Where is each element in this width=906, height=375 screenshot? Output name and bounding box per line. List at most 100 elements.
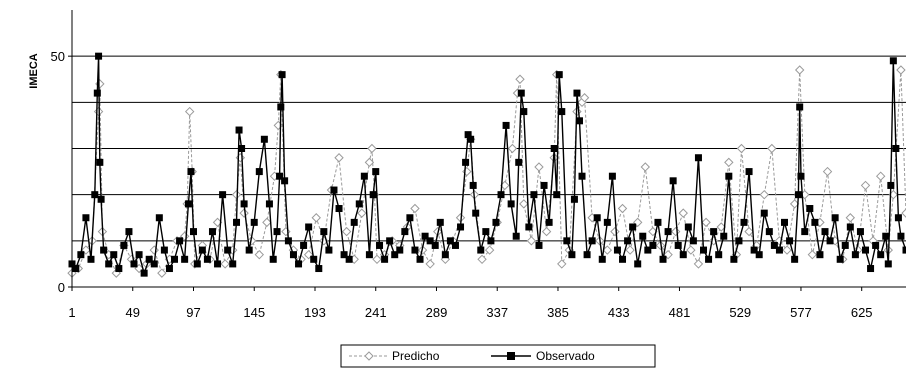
point-predicho	[767, 143, 777, 154]
point-observado	[520, 108, 528, 116]
point-predicho	[484, 245, 495, 255]
point-observado	[330, 186, 338, 194]
point-observado	[578, 172, 586, 180]
point-observado	[93, 89, 101, 97]
point-observado	[310, 255, 318, 263]
point-predicho	[724, 157, 734, 168]
point-observado	[841, 241, 849, 249]
y-axis-label: IMECA	[28, 53, 40, 89]
point-observado	[710, 228, 718, 236]
point-observado	[745, 168, 753, 176]
point-observado	[469, 181, 477, 189]
point-observado	[512, 232, 520, 240]
point-observado	[487, 237, 495, 245]
point-observado	[345, 255, 353, 263]
point-predicho	[367, 143, 377, 154]
point-predicho	[81, 245, 91, 255]
y-tick-labels: 0 50	[51, 49, 65, 295]
point-observado	[720, 232, 728, 240]
point-observado	[791, 255, 799, 263]
x-tick-label: 385	[547, 305, 569, 320]
legend-observado-marker	[507, 352, 515, 360]
point-observado	[806, 205, 814, 213]
point-observado	[507, 200, 515, 208]
point-observado	[558, 108, 566, 116]
point-predicho	[625, 245, 635, 255]
legend-predicho-marker	[364, 351, 374, 361]
point-observado	[679, 251, 687, 259]
point-observado	[603, 218, 611, 226]
point-predicho	[534, 162, 544, 172]
point-observado	[689, 237, 697, 245]
point-predicho	[557, 259, 567, 269]
point-predicho	[782, 245, 792, 255]
point-predicho	[822, 166, 833, 177]
point-observado	[619, 255, 627, 263]
point-observado	[457, 223, 465, 231]
x-tick-label: 1	[68, 305, 75, 320]
point-observado	[130, 260, 138, 268]
point-observado	[705, 255, 713, 263]
point-observado	[315, 265, 323, 273]
point-observado	[181, 255, 189, 263]
point-observado	[72, 265, 80, 273]
point-observado	[573, 89, 581, 97]
point-observado	[250, 218, 258, 226]
point-observado	[289, 251, 297, 259]
y-tick-label: 0	[58, 280, 65, 295]
point-predicho	[845, 213, 856, 223]
point-observado	[867, 265, 875, 273]
point-observado	[563, 237, 571, 245]
point-predicho	[341, 226, 352, 237]
point-observado	[421, 232, 429, 240]
point-predicho	[507, 143, 518, 154]
point-observado	[598, 255, 606, 263]
point-observado	[235, 126, 243, 134]
point-observado	[82, 214, 90, 222]
point-predicho	[807, 249, 818, 260]
point-predicho	[610, 226, 620, 237]
point-observado	[255, 168, 263, 176]
point-observado	[775, 246, 783, 254]
point-observado	[654, 218, 662, 226]
x-tick-label: 241	[365, 305, 387, 320]
point-observado	[238, 145, 246, 152]
point-observado	[583, 251, 591, 259]
point-observado	[184, 200, 192, 208]
point-predicho	[334, 153, 344, 163]
point-predicho	[875, 171, 886, 181]
point-observado	[125, 228, 133, 236]
point-observado	[781, 218, 789, 226]
point-observado	[765, 228, 773, 236]
point-observado	[391, 251, 399, 259]
point-predicho	[759, 189, 769, 200]
point-predicho	[896, 65, 906, 75]
point-predicho	[794, 65, 805, 75]
point-predicho	[693, 259, 704, 269]
point-observado	[525, 223, 533, 231]
point-predicho	[184, 106, 195, 117]
point-observado	[797, 172, 805, 180]
point-predicho	[701, 217, 711, 228]
point-observado	[431, 241, 439, 249]
point-observado	[110, 251, 118, 259]
point-observado	[593, 214, 601, 222]
point-predicho	[640, 162, 651, 172]
point-observado	[649, 241, 657, 249]
point-observado	[545, 218, 553, 226]
point-observado	[171, 255, 179, 263]
point-observado	[740, 218, 748, 226]
point-observado	[884, 260, 892, 268]
x-tick-label: 193	[304, 305, 326, 320]
point-observado	[725, 172, 733, 180]
point-observado	[770, 241, 778, 249]
point-observado	[750, 246, 758, 254]
point-observado	[340, 251, 348, 259]
point-observado	[894, 214, 902, 222]
point-observado	[305, 223, 313, 231]
point-observado	[426, 237, 434, 245]
point-observado	[877, 251, 885, 259]
point-observado	[826, 237, 834, 245]
x-tick-label: 529	[729, 305, 751, 320]
